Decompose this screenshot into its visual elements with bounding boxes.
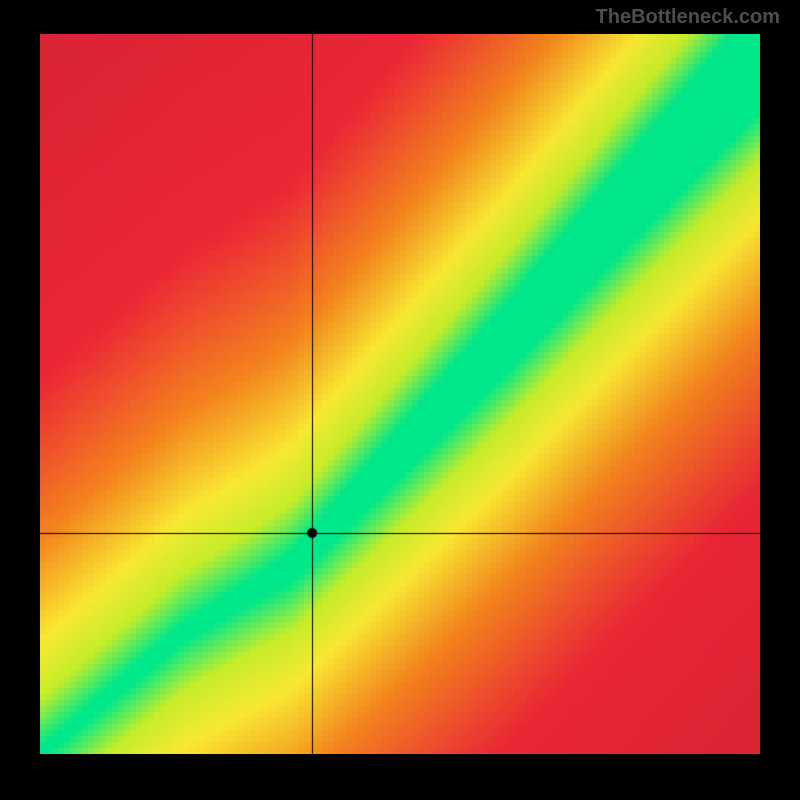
outer-frame: TheBottleneck.com bbox=[0, 0, 800, 800]
watermark-text: TheBottleneck.com bbox=[596, 6, 780, 29]
bottleneck-heatmap-canvas bbox=[40, 34, 760, 754]
